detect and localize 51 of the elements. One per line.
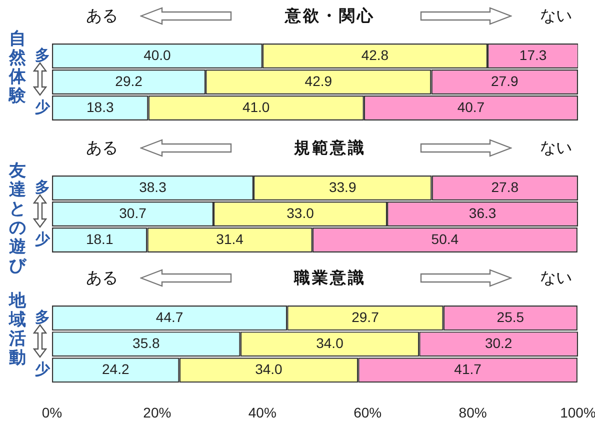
y-axis-title: 自然体験 — [9, 29, 27, 108]
chart-title: 意欲・関心 — [284, 5, 376, 27]
y-tick-label: 多 — [35, 178, 50, 196]
text: ある — [86, 267, 118, 289]
data-label: 27.8 — [491, 178, 519, 195]
data-label: 18.1 — [86, 230, 114, 247]
y-tick-label: 多 — [35, 46, 50, 64]
y-tick-label: 少 — [35, 98, 51, 116]
data-label: 50.4 — [431, 230, 459, 247]
y-tick-label: 少 — [35, 360, 51, 378]
data-label: 24.2 — [102, 361, 130, 378]
x-tick-label: 0% — [42, 404, 62, 420]
data-label: 25.5 — [496, 308, 524, 325]
y-axis-title: 友達との遊び — [9, 161, 27, 276]
y-tick-label: 少 — [35, 230, 51, 248]
data-label: 31.4 — [216, 230, 244, 247]
data-label: 29.7 — [352, 308, 380, 325]
text: ない — [540, 5, 572, 27]
data-label: 38.3 — [139, 178, 167, 195]
data-label: 17.3 — [519, 46, 547, 63]
data-label: 18.3 — [86, 98, 114, 115]
data-label: 41.7 — [454, 361, 482, 378]
data-label: 30.7 — [119, 204, 147, 221]
data-label: 33.9 — [328, 178, 356, 195]
data-label: 35.8 — [132, 334, 160, 351]
x-tick-label: 60% — [354, 404, 382, 420]
text: ある — [86, 5, 118, 27]
data-label: 42.9 — [304, 72, 332, 89]
data-label: 27.9 — [491, 72, 518, 89]
y-axis-title: 地域活動 — [9, 291, 27, 370]
x-tick-label: 80% — [458, 404, 487, 420]
x-tick-label: 40% — [248, 404, 276, 420]
data-label: 40.0 — [144, 46, 172, 63]
data-label: 40.7 — [457, 98, 485, 115]
data-label: 29.2 — [115, 72, 143, 89]
data-label: 34.0 — [316, 334, 344, 351]
data-label: 33.0 — [286, 204, 314, 221]
x-tick-label: 20% — [143, 404, 172, 420]
data-label: 44.7 — [156, 308, 184, 325]
data-label: 41.0 — [242, 98, 270, 115]
text: ない — [540, 267, 572, 289]
text: ない — [540, 137, 572, 159]
data-label: 36.3 — [468, 204, 496, 221]
chart-title: 規範意識 — [292, 137, 367, 159]
x-tick-label: 100% — [560, 404, 595, 420]
chart-title: 職業意識 — [292, 267, 367, 289]
data-label: 34.0 — [255, 361, 283, 378]
text: ある — [86, 137, 118, 159]
data-label: 30.2 — [484, 334, 512, 351]
data-label: 42.8 — [361, 46, 389, 63]
y-tick-label: 多 — [35, 308, 50, 326]
